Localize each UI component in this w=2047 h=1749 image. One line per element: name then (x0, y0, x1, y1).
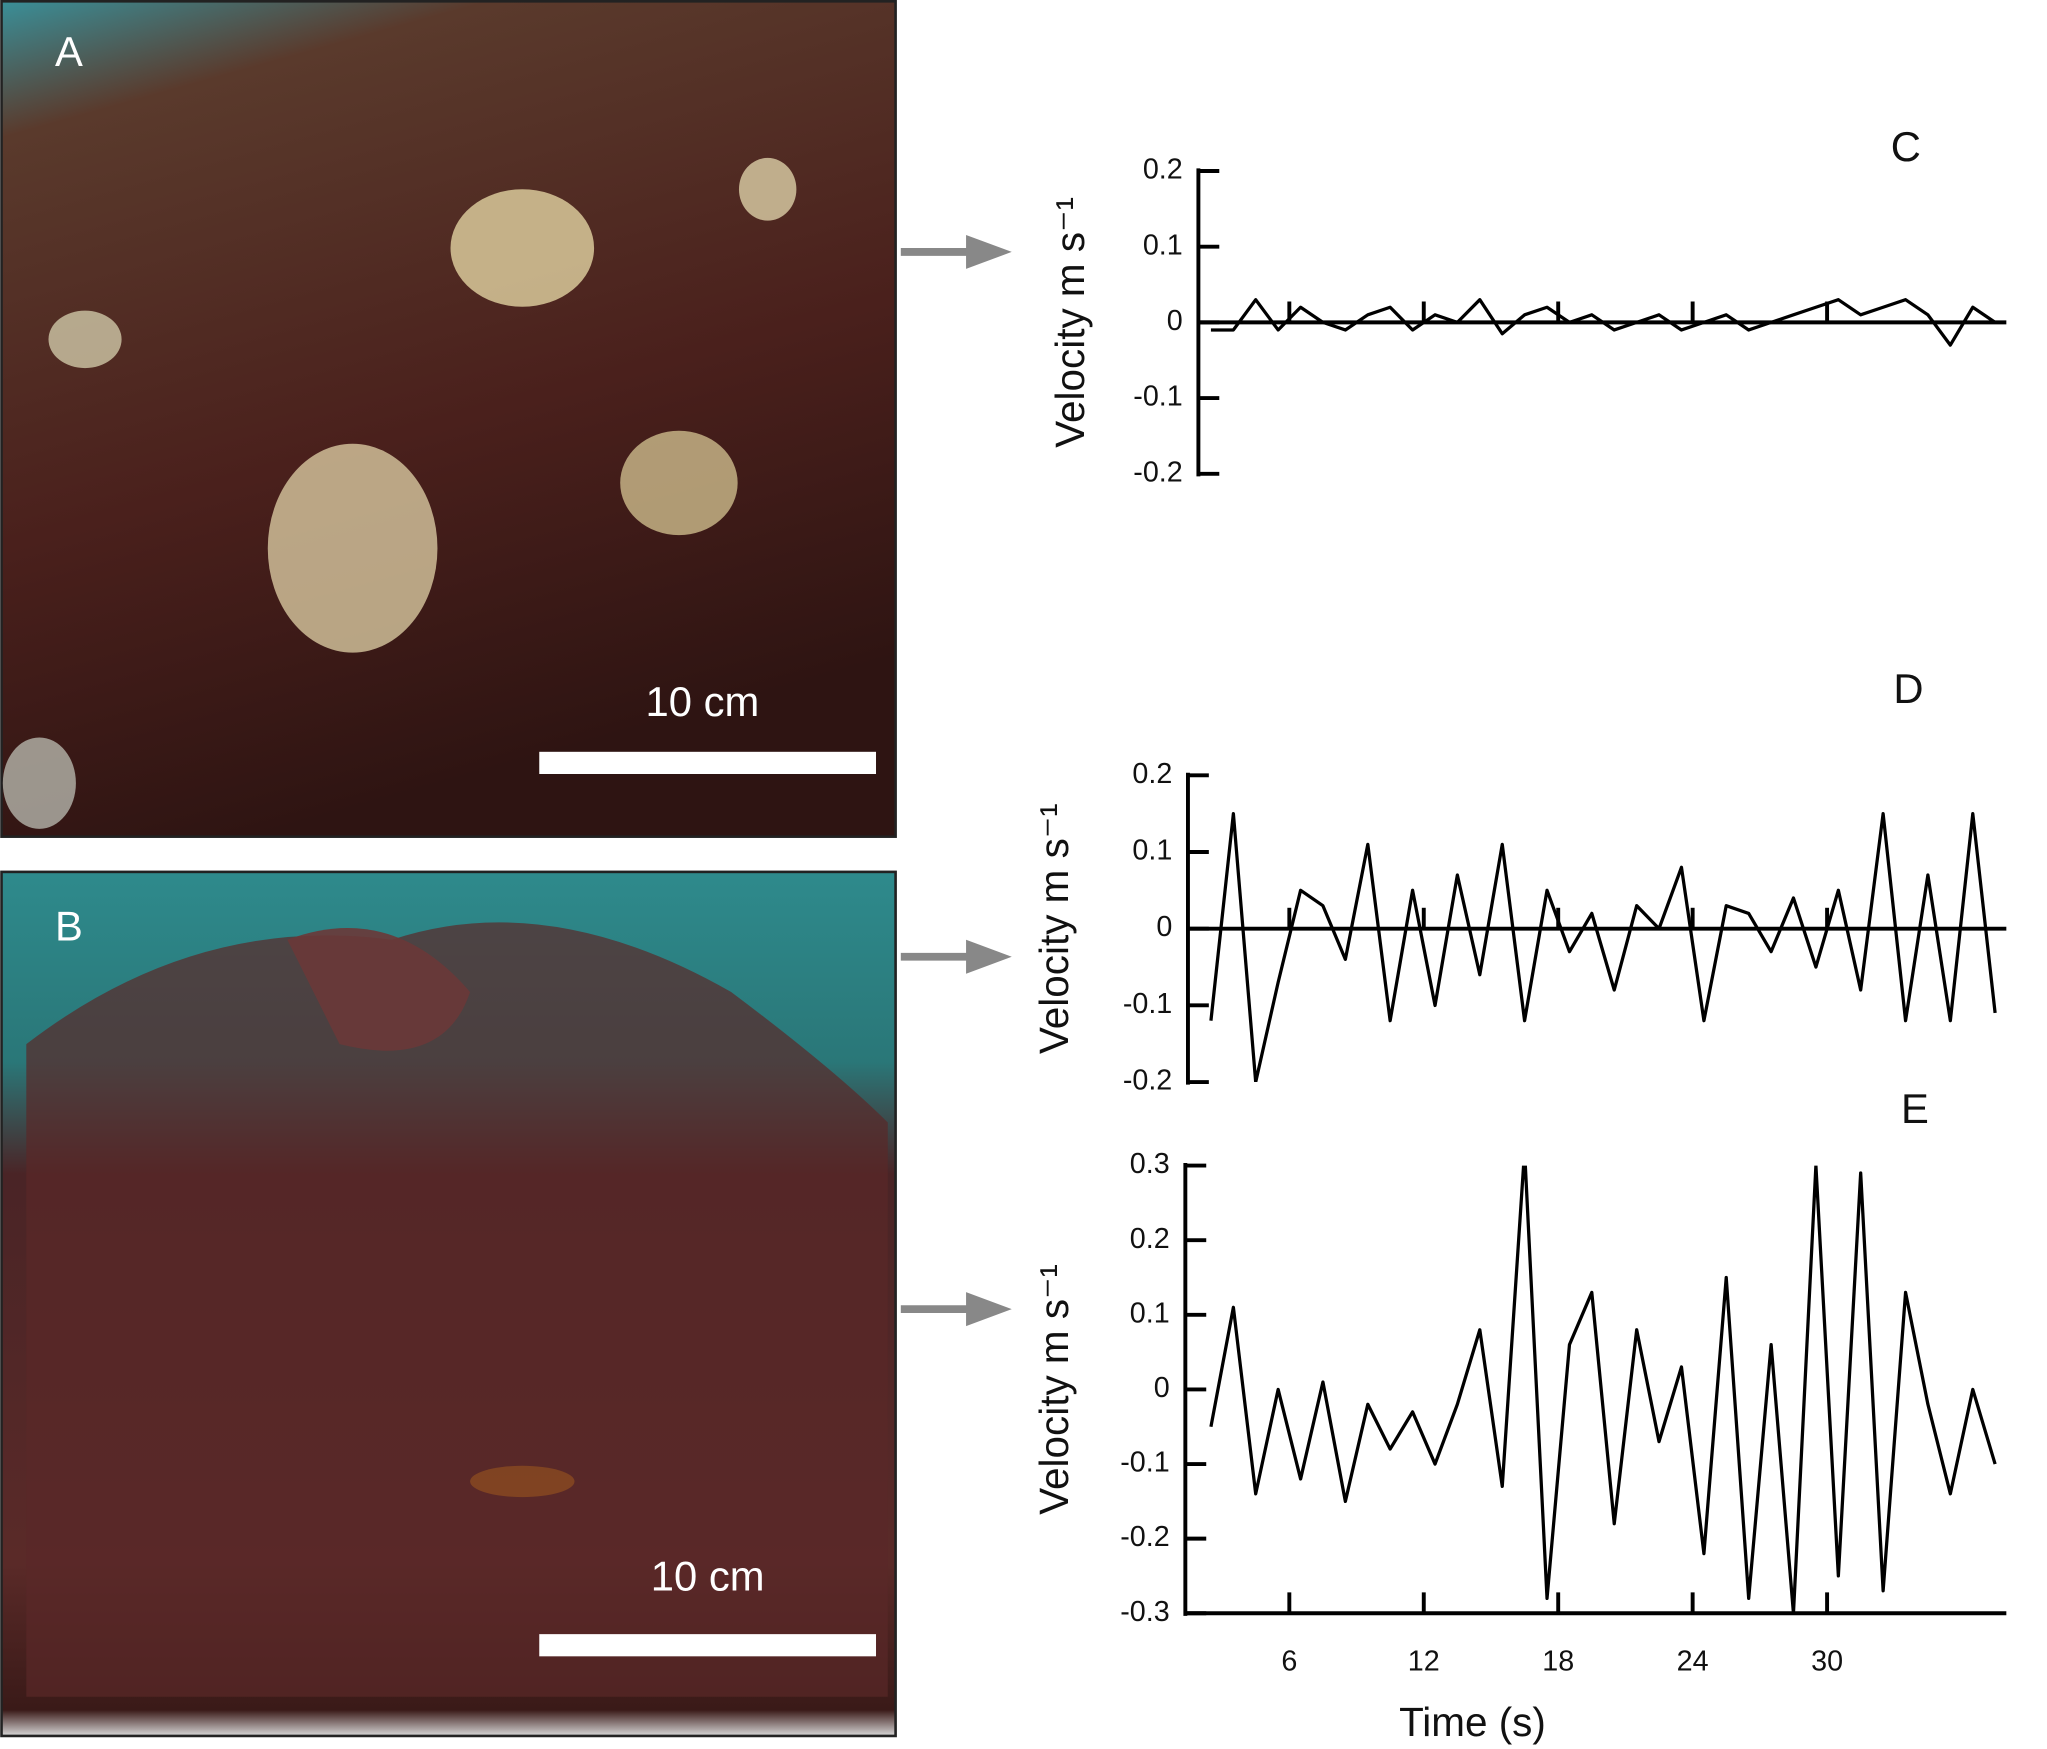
x-tick-label: 6 (1281, 1645, 1297, 1677)
scale-label: 10 cm (651, 1552, 765, 1599)
scale-label: 10 cm (646, 678, 760, 725)
x-tick-label: 24 (1677, 1645, 1709, 1677)
data-line (1209, 1165, 1997, 1614)
scale-bar (539, 1634, 877, 1657)
y-tick-label: 0.2 (1143, 154, 1183, 186)
panel-label: A (55, 28, 83, 75)
photo-a (0, 0, 897, 838)
x-tick-label: 30 (1811, 1645, 1843, 1677)
x-tick-label: 12 (1408, 1645, 1440, 1677)
y-axis-label: Velocity m s⁻¹ (1047, 197, 1093, 448)
data-line (1209, 812, 1997, 1083)
y-tick-label: -0.1 (1123, 988, 1172, 1020)
y-tick-label: -0.1 (1133, 381, 1182, 413)
charts: C Velocity m s⁻¹ -0.2 -0.1 0 0.1 0.2 D Velocity … (1031, 123, 2007, 1745)
data-line (1210, 298, 1997, 347)
y-tick-label: -0.2 (1120, 1521, 1169, 1553)
arrows (900, 234, 1012, 1327)
y-tick-label: 0 (1154, 1372, 1170, 1404)
y-tick-label: 0.3 (1130, 1148, 1170, 1180)
y-tick-label: 0.2 (1132, 758, 1172, 790)
y-tick-label: -0.2 (1133, 456, 1182, 488)
panel-title: E (1901, 1085, 1929, 1132)
x-axis-label: Time (s) (1399, 1699, 1546, 1745)
y-tick-label: -0.3 (1120, 1596, 1169, 1628)
panel-label: B (55, 902, 83, 949)
y-axis-label: Velocity m s⁻¹ (1031, 1264, 1077, 1515)
photo-b (0, 870, 897, 1738)
y-tick-label: 0.1 (1132, 835, 1172, 867)
y-tick-label: 0.1 (1143, 229, 1183, 261)
panel-title: D (1893, 665, 1923, 712)
x-tick-label: 18 (1542, 1645, 1574, 1677)
y-tick-label: -0.1 (1120, 1447, 1169, 1479)
y-tick-label: 0.2 (1130, 1223, 1170, 1255)
panel-title: C (1891, 123, 1921, 170)
y-tick-label: 0.1 (1130, 1297, 1170, 1329)
y-axis-label: Velocity m s⁻¹ (1031, 803, 1077, 1054)
y-tick-label: 0 (1167, 305, 1183, 337)
y-tick-label: -0.2 (1123, 1065, 1172, 1097)
y-tick-label: 0 (1156, 911, 1172, 943)
scale-bar (539, 751, 877, 774)
